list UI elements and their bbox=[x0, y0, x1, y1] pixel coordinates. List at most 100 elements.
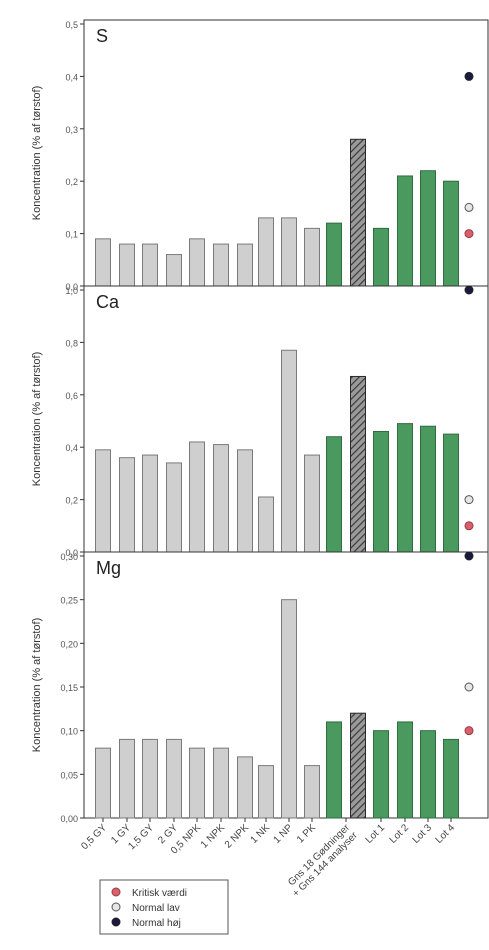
x-tick-label-line: 1 PK bbox=[295, 822, 318, 845]
bar-ca-15 bbox=[443, 433, 459, 553]
y-tick-label: 0,25 bbox=[60, 596, 78, 606]
reference-dot-normal-lav bbox=[464, 682, 474, 692]
y-tick-label: 0,3 bbox=[65, 125, 78, 135]
reference-dot-normal-hoej bbox=[464, 71, 474, 81]
x-tick-label-line: Lot 3 bbox=[411, 822, 435, 846]
x-tick-label: 2 NPK bbox=[223, 822, 251, 850]
bar-ca-4 bbox=[189, 441, 205, 553]
bar-ca-8 bbox=[281, 349, 297, 553]
bar-mg-2 bbox=[142, 738, 158, 819]
legend-marker-kritisk bbox=[111, 887, 121, 897]
x-tick-label: 1 PK bbox=[295, 822, 318, 845]
panel-label-ca: Ca bbox=[96, 292, 120, 312]
bar-ca-6 bbox=[237, 449, 253, 553]
bar-mg-7 bbox=[258, 765, 274, 819]
bar-s-2 bbox=[142, 243, 158, 287]
y-tick-label: 0,20 bbox=[60, 639, 78, 649]
y-tick-label: 0,15 bbox=[60, 683, 78, 693]
x-tick-label-line: 1 NP bbox=[272, 822, 296, 846]
bar-s-6 bbox=[237, 243, 253, 287]
x-tick-label-line: Lot 1 bbox=[364, 822, 388, 846]
panel-label-mg: Mg bbox=[96, 558, 121, 578]
x-tick-label-line: 1 NPK bbox=[199, 822, 227, 850]
x-tick-label: Lot 1 bbox=[364, 822, 388, 846]
y-tick-label: 0,00 bbox=[60, 814, 78, 824]
legend-label-normal-hoej: Normal høj bbox=[132, 918, 181, 929]
bar-s-13 bbox=[397, 175, 413, 287]
y-tick-label: 0,10 bbox=[60, 727, 78, 737]
bar-s-0 bbox=[95, 238, 111, 287]
bar-ca-2 bbox=[142, 454, 158, 553]
x-tick-label: 1,5 GY bbox=[126, 822, 156, 852]
y-tick-label: 0,0 bbox=[65, 282, 78, 292]
bar-s-10 bbox=[326, 222, 342, 287]
x-tick-label-line: Lot 2 bbox=[388, 822, 412, 846]
bar-s-12 bbox=[373, 227, 389, 287]
x-tick-label: Gns 18 Gødninger+ Gns 144 analyser bbox=[283, 822, 361, 900]
y-axis-label: Koncentration (% af tørstof) bbox=[31, 352, 43, 487]
bar-ca-0 bbox=[95, 449, 111, 553]
bar-mg-15 bbox=[443, 738, 459, 819]
x-tick-label-line: 1 NK bbox=[249, 822, 273, 846]
y-tick-label: 0,6 bbox=[65, 391, 78, 401]
y-tick-label: 1,0 bbox=[65, 286, 78, 296]
reference-dot-normal-lav bbox=[464, 202, 474, 212]
bar-ca-12 bbox=[373, 430, 389, 553]
x-tick-label: Lot 4 bbox=[434, 822, 458, 846]
bar-ca-10 bbox=[326, 436, 342, 553]
x-tick-label-line: 1,5 GY bbox=[126, 822, 156, 852]
bar-ca-3 bbox=[166, 462, 182, 553]
bar-mg-12 bbox=[373, 730, 389, 819]
reference-dot-kritisk bbox=[464, 726, 474, 736]
y-tick-label: 0,4 bbox=[65, 72, 78, 82]
bar-s-5 bbox=[213, 243, 229, 287]
bar-mg-11 bbox=[350, 712, 366, 819]
x-tick-label: 1 NPK bbox=[199, 822, 227, 850]
bar-s-15 bbox=[443, 180, 459, 287]
bar-mg-6 bbox=[237, 756, 253, 819]
bar-mg-14 bbox=[420, 730, 436, 819]
y-tick-label: 0,4 bbox=[65, 443, 78, 453]
y-tick-label: 0,30 bbox=[60, 552, 78, 562]
reference-dot-kritisk bbox=[464, 229, 474, 239]
reference-dot-normal-lav bbox=[464, 495, 474, 505]
bar-ca-14 bbox=[420, 425, 436, 553]
x-tick-label-line: Lot 4 bbox=[434, 822, 458, 846]
legend-marker-normal-hoej bbox=[111, 917, 121, 927]
y-axis-label: Koncentration (% af tørstof) bbox=[31, 618, 43, 753]
bar-mg-4 bbox=[189, 747, 205, 819]
reference-dot-normal-hoej bbox=[464, 551, 474, 561]
y-axis-label: Koncentration (% af tørstof) bbox=[31, 86, 43, 221]
bar-ca-11 bbox=[350, 375, 366, 553]
y-tick-label: 0,2 bbox=[65, 496, 78, 506]
bar-ca-5 bbox=[213, 444, 229, 553]
x-tick-label-line: 2 NPK bbox=[223, 822, 251, 850]
reference-dot-kritisk bbox=[464, 521, 474, 531]
legend-marker-normal-lav bbox=[111, 902, 121, 912]
bar-s-1 bbox=[119, 243, 135, 287]
x-tick-label-line: 0,5 GY bbox=[79, 822, 109, 852]
reference-dot-normal-hoej bbox=[464, 285, 474, 295]
x-tick-label: 1 NK bbox=[249, 822, 273, 846]
x-tick-label: Lot 2 bbox=[388, 822, 412, 846]
bar-mg-13 bbox=[397, 721, 413, 819]
bar-mg-9 bbox=[304, 765, 320, 819]
legend-label-kritisk: Kritisk værdi bbox=[132, 888, 187, 899]
y-tick-label: 0,0 bbox=[65, 548, 78, 558]
panel-label-s: S bbox=[96, 26, 108, 46]
bar-s-14 bbox=[420, 170, 436, 287]
bar-mg-3 bbox=[166, 738, 182, 819]
bar-s-4 bbox=[189, 238, 205, 287]
legend-box bbox=[99, 879, 229, 935]
bar-mg-10 bbox=[326, 721, 342, 819]
bar-mg-0 bbox=[95, 747, 111, 819]
bar-s-7 bbox=[258, 217, 274, 287]
y-tick-label: 0,2 bbox=[65, 177, 78, 187]
x-tick-label: 0,5 GY bbox=[79, 822, 109, 852]
y-tick-label: 0,1 bbox=[65, 230, 78, 240]
bar-s-11 bbox=[350, 138, 366, 287]
bar-ca-9 bbox=[304, 454, 320, 553]
bar-ca-13 bbox=[397, 423, 413, 553]
